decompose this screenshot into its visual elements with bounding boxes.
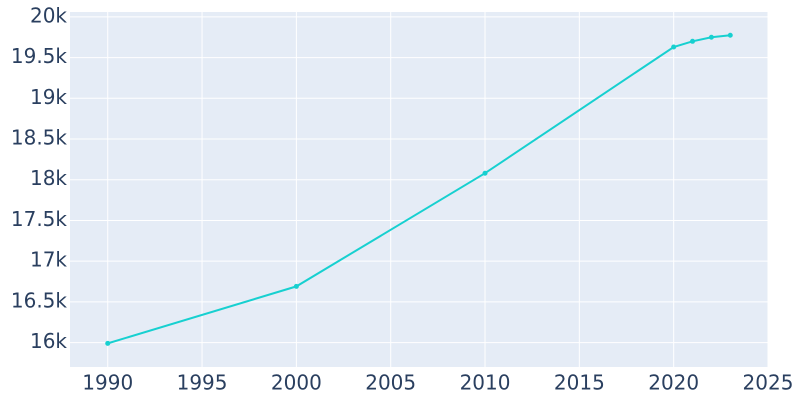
data-point: [727, 32, 733, 38]
x-tick-label: 2015: [554, 371, 605, 395]
x-tick-label: 1990: [82, 371, 133, 395]
x-tick-label: 1995: [177, 371, 228, 395]
plot-area: [70, 12, 768, 367]
x-tick-label: 2005: [365, 371, 416, 395]
y-tick-label: 16.5k: [11, 288, 68, 312]
data-point: [105, 340, 111, 346]
y-tick-label: 17k: [30, 248, 67, 272]
y-tick-label: 19.5k: [11, 44, 68, 68]
y-tick-label: 18.5k: [11, 126, 68, 150]
data-point: [690, 38, 696, 44]
y-tick-label: 18k: [30, 166, 67, 190]
y-tick-label: 16k: [30, 329, 67, 353]
x-tick-label: 2000: [271, 371, 322, 395]
data-point: [293, 283, 299, 289]
y-tick-label: 17.5k: [11, 207, 68, 231]
x-tick-label: 2025: [743, 371, 794, 395]
x-tick-label: 2020: [648, 371, 699, 395]
data-point: [482, 170, 488, 176]
x-tick-label: 2010: [460, 371, 511, 395]
y-tick-label: 20k: [30, 3, 67, 27]
data-point: [708, 34, 714, 40]
y-tick-label: 19k: [30, 85, 67, 109]
data-point: [671, 44, 677, 50]
